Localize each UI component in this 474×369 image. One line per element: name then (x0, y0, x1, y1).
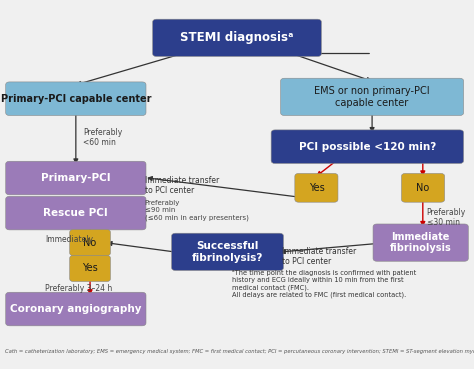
Text: PCI possible <120 min?: PCI possible <120 min? (299, 142, 436, 152)
FancyBboxPatch shape (70, 230, 110, 256)
Text: Preferably
≤90 min
(≤60 min in early presenters): Preferably ≤90 min (≤60 min in early pre… (145, 200, 248, 221)
Text: Successful
fibrinolysis?: Successful fibrinolysis? (192, 241, 263, 263)
Text: Rescue PCI: Rescue PCI (44, 208, 108, 218)
Text: EMS or non primary-PCI
capable center: EMS or non primary-PCI capable center (314, 86, 430, 108)
Text: No: No (83, 238, 97, 248)
Text: No: No (417, 183, 429, 193)
Text: Yes: Yes (82, 263, 98, 273)
FancyBboxPatch shape (6, 292, 146, 326)
Text: Coronary angiography: Coronary angiography (10, 304, 142, 314)
FancyBboxPatch shape (153, 19, 321, 56)
Text: Yes: Yes (309, 183, 324, 193)
FancyBboxPatch shape (6, 196, 146, 230)
FancyBboxPatch shape (281, 78, 464, 115)
Text: Immediate transfer
to PCI center: Immediate transfer to PCI center (282, 247, 356, 266)
Text: Primary-PCI capable center: Primary-PCI capable center (0, 94, 151, 104)
FancyBboxPatch shape (295, 173, 338, 202)
FancyBboxPatch shape (271, 130, 464, 163)
Text: Primary-PCI: Primary-PCI (41, 173, 110, 183)
Text: Immediately: Immediately (45, 235, 93, 244)
FancyBboxPatch shape (172, 233, 283, 270)
Text: Cath = catheterization laboratory; EMS = emergency medical system; FMC = first m: Cath = catheterization laboratory; EMS =… (5, 349, 474, 354)
FancyBboxPatch shape (6, 82, 146, 115)
Text: Preferably
≤30 min: Preferably ≤30 min (427, 208, 466, 227)
Text: Preferably 3–24 h: Preferably 3–24 h (45, 284, 112, 293)
FancyBboxPatch shape (373, 224, 468, 261)
Text: Immediate
fibrinolysis: Immediate fibrinolysis (390, 232, 452, 254)
FancyBboxPatch shape (70, 255, 110, 282)
Text: ᵃThe time point the diagnosis is confirmed with patient
history and ECG ideally : ᵃThe time point the diagnosis is confirm… (232, 270, 417, 298)
FancyBboxPatch shape (401, 173, 445, 202)
FancyBboxPatch shape (6, 161, 146, 195)
Text: Preferably
<60 min: Preferably <60 min (83, 128, 122, 147)
Text: Immediate transfer
to PCI center: Immediate transfer to PCI center (145, 176, 219, 195)
Text: STEMI diagnosisᵃ: STEMI diagnosisᵃ (180, 31, 294, 44)
